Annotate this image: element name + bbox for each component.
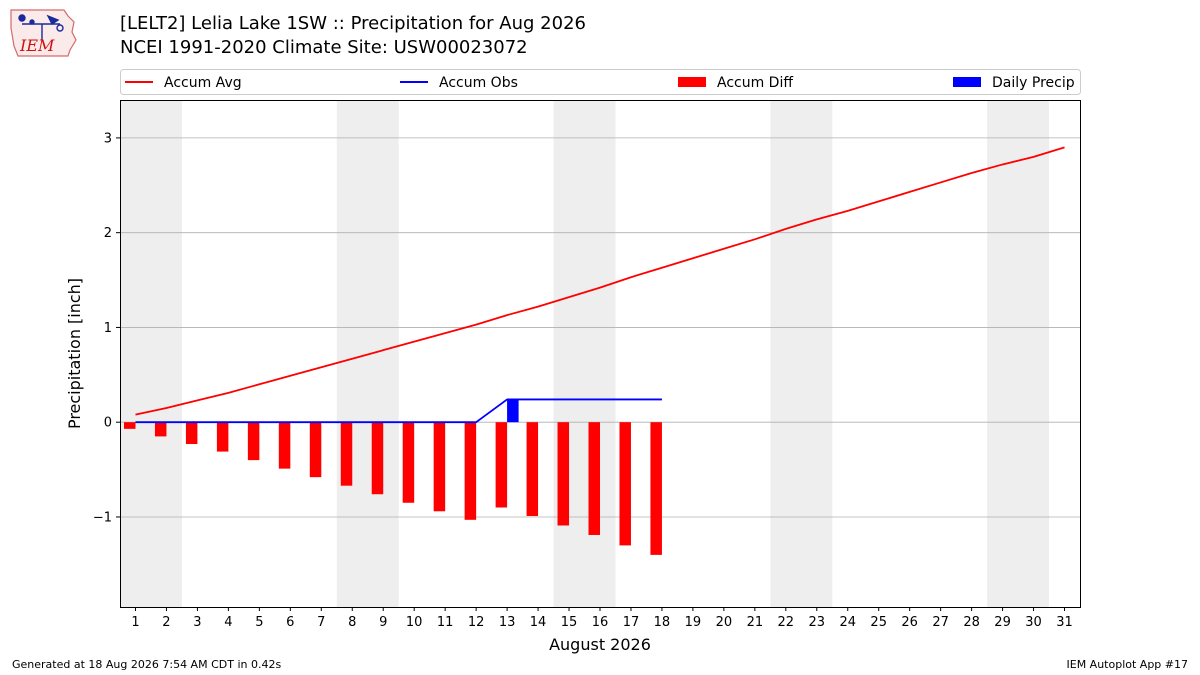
- accum-diff-bar: [278, 422, 291, 469]
- y-tick-label: 1: [104, 321, 112, 336]
- accum-diff-bar: [309, 422, 322, 478]
- chart-subtitle: NCEI 1991-2020 Climate Site: USW00023072: [120, 37, 528, 58]
- accum-diff-bar: [650, 422, 662, 555]
- x-tick-label: 21: [747, 615, 764, 630]
- x-tick-label: 30: [1025, 615, 1042, 630]
- x-tick-label: 26: [901, 615, 918, 630]
- accum-diff-bar: [433, 422, 446, 512]
- weather-station-icon: [18, 14, 64, 40]
- x-axis-label: August 2026: [549, 635, 651, 654]
- x-tick-label: 18: [654, 615, 671, 630]
- legend-label: Accum Avg: [164, 75, 242, 91]
- chart-title: [LELT2] Lelia Lake 1SW :: Precipitation …: [120, 13, 586, 34]
- x-tick-label: 6: [286, 615, 294, 630]
- x-tick-label: 7: [317, 615, 325, 630]
- y-axis-label: Precipitation [inch]: [65, 278, 84, 429]
- legend-item: Accum Diff: [678, 75, 793, 91]
- x-tick-label: 19: [685, 615, 702, 630]
- legend-item: Accum Obs: [400, 75, 518, 91]
- iem-logo: IEM: [10, 9, 77, 57]
- x-tick-label: 23: [809, 615, 826, 630]
- accum-avg-line: [135, 146, 1065, 416]
- legend-box: [120, 69, 1081, 95]
- legend: Accum Avg Accum Obs Accum Diff Daily Precip: [120, 69, 1081, 95]
- weekend-band: [120, 100, 182, 607]
- weekend-band: [987, 100, 1050, 607]
- logo-text: IEM: [19, 36, 55, 55]
- x-tick-label: 5: [255, 615, 263, 630]
- x-tick-label: 3: [193, 615, 201, 630]
- x-tick-label: 17: [623, 615, 640, 630]
- x-tick-label: 13: [499, 615, 516, 630]
- series-lines: [135, 146, 1065, 424]
- legend-label: Accum Diff: [717, 75, 793, 91]
- accum-diff-bar: [588, 422, 600, 535]
- weekend-bands: [120, 100, 1050, 607]
- y-tick-label: 3: [104, 131, 112, 146]
- accum-diff-bar: [340, 422, 353, 486]
- accum-diff-bar: [619, 422, 631, 546]
- x-tick-label: 2: [162, 615, 170, 630]
- accum-obs-line: [135, 398, 662, 424]
- x-tick-label: 11: [437, 615, 454, 630]
- generated-timestamp: Generated at 18 Aug 2026 7:54 AM CDT in …: [12, 658, 282, 671]
- x-tick-label: 20: [716, 615, 733, 630]
- x-tick-label: 29: [994, 615, 1011, 630]
- x-tick-label: 16: [592, 615, 609, 630]
- y-tick-label: 2: [104, 226, 112, 241]
- x-tick-label: 24: [839, 615, 856, 630]
- legend-item: Daily Precip: [953, 75, 1075, 91]
- accum-diff-bar: [185, 422, 198, 445]
- x-tick-label: 12: [468, 615, 485, 630]
- accum-diff-bar: [526, 422, 539, 517]
- x-tick-label: 31: [1056, 615, 1073, 630]
- legend-label: Daily Precip: [992, 75, 1075, 91]
- x-tick-label: 8: [348, 615, 356, 630]
- accum-diff-bar: [247, 422, 260, 461]
- weekend-band: [770, 100, 833, 607]
- x-tick-label: 27: [932, 615, 949, 630]
- accum-diff-bar: [371, 422, 384, 495]
- weekend-band: [336, 100, 399, 607]
- x-tick-label: 25: [870, 615, 887, 630]
- x-tick-label: 4: [224, 615, 232, 630]
- accum-diff-bar: [402, 422, 415, 503]
- y-tick-label: 0: [104, 416, 112, 431]
- accum-diff-bar: [464, 422, 477, 520]
- legend-label: Accum Obs: [439, 75, 518, 91]
- accum-diff-bar: [216, 422, 229, 452]
- legend-item: Accum Avg: [125, 75, 242, 91]
- x-tick-label: 14: [530, 615, 547, 630]
- accum-diff-bar: [557, 422, 570, 526]
- iowa-outline-icon: [10, 9, 77, 57]
- accum-diff-bar: [495, 422, 508, 508]
- x-tick-label: 9: [379, 615, 387, 630]
- x-tick-label: 1: [131, 615, 139, 630]
- app-credit: IEM Autoplot App #17: [1066, 658, 1189, 671]
- bars: [123, 399, 662, 555]
- daily-precip-bar: [507, 399, 519, 423]
- y-tick-label: −1: [93, 510, 112, 525]
- legend-bar-swatch: [953, 77, 981, 87]
- x-tick-label: 15: [561, 615, 578, 630]
- legend-bar-swatch: [678, 77, 706, 87]
- x-tick-label: 22: [778, 615, 795, 630]
- x-tick-label: 10: [406, 615, 423, 630]
- weekend-band: [553, 100, 616, 607]
- accum-diff-bar: [123, 422, 136, 429]
- accum-diff-bar: [154, 422, 167, 437]
- x-tick-label: 28: [963, 615, 980, 630]
